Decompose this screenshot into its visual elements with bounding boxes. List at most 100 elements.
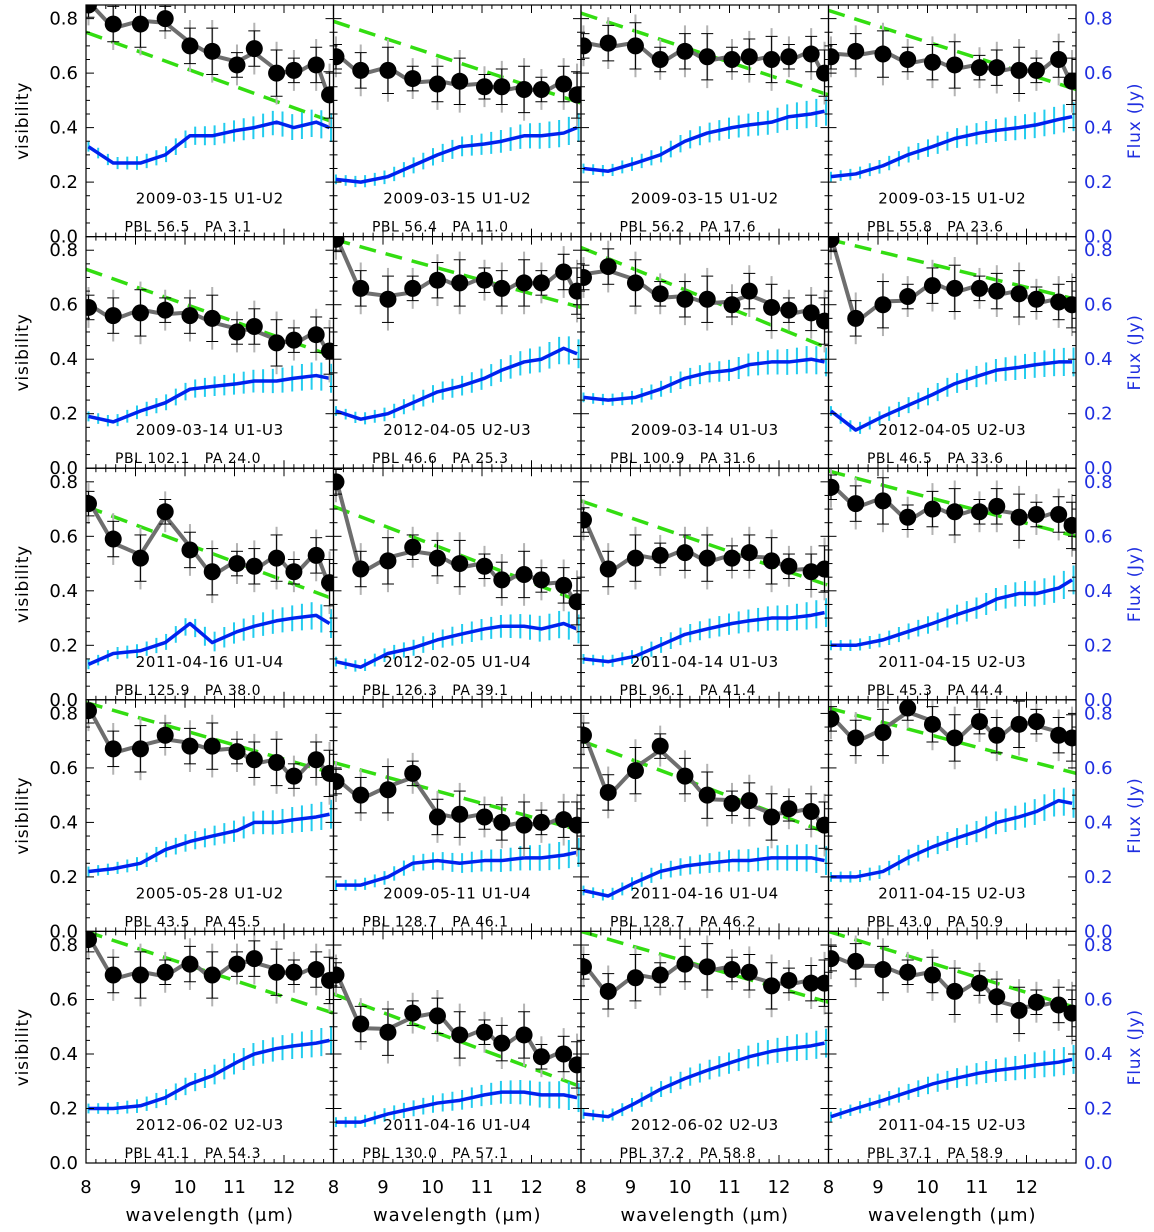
pa-label: PA 57.1 <box>452 1146 508 1162</box>
panel-12: 2011-04-15 U2-U3 PBL 45.3 PA 44.4 0.0 0.2 0.4… <box>827 467 1145 711</box>
y-tick-label-right: 0.0 <box>1084 1153 1113 1174</box>
pbl-label: PBL 102.1 <box>115 451 190 467</box>
visibility-point <box>379 552 397 570</box>
flux-line <box>830 1057 1073 1119</box>
visibility-point <box>268 334 286 352</box>
visibility-point <box>970 713 988 731</box>
visibility-point <box>1010 1001 1028 1019</box>
x-tick-label: 8 <box>823 1177 834 1198</box>
x-tick-label: 9 <box>872 1177 883 1198</box>
visibility-point <box>228 555 246 573</box>
visibility-point <box>923 966 941 984</box>
date-baseline-label: 2012-06-02 U2-U3 <box>136 1116 284 1134</box>
visibility-point <box>828 236 840 248</box>
panel-plot-area <box>333 954 581 1128</box>
visibility-point <box>581 958 592 976</box>
flux-line <box>88 373 330 424</box>
flux-line <box>87 613 331 666</box>
panel-plot-area <box>581 931 829 1122</box>
visibility-point <box>104 15 122 33</box>
visibility-point <box>676 42 694 60</box>
panel-plot-area <box>581 240 829 406</box>
y-tick-label-left: 0.8 <box>49 935 78 956</box>
date-baseline-label: 2009-03-15 U1-U2 <box>136 190 284 208</box>
panel-plot-area <box>581 499 829 667</box>
pbl-label: PBL 96.1 <box>619 683 684 699</box>
y-tick-label-right: 0.4 <box>1084 118 1113 139</box>
visibility-point <box>847 495 865 513</box>
pbl-label: PBL 55.8 <box>867 220 932 236</box>
visibility-point <box>379 61 397 79</box>
panel-plot-area <box>333 19 581 188</box>
pa-label: PA 38.0 <box>205 683 261 699</box>
y-tick-label-left: 0.8 <box>49 472 78 493</box>
visibility-point <box>245 40 263 58</box>
visibility-point <box>698 786 716 804</box>
dashed-fit-line <box>581 931 829 1004</box>
y-tick-label-right: 0.8 <box>1084 935 1113 956</box>
visibility-point <box>626 37 644 55</box>
y-tick-label-left: 0.0 <box>49 921 78 942</box>
visibility-point <box>379 1023 397 1041</box>
visibility-point <box>156 726 174 744</box>
panel-plot-area <box>86 931 334 1115</box>
visibility-point <box>268 963 286 981</box>
pbl-label: PBL 125.9 <box>115 683 190 699</box>
visibility-point <box>104 740 122 758</box>
visibility-point <box>1050 293 1068 311</box>
visibility-point <box>333 48 345 66</box>
visibility-point <box>946 982 964 1000</box>
y-axis-label-left: visibility <box>13 1008 33 1086</box>
flux-line <box>829 360 1073 432</box>
visibility-point <box>181 37 199 55</box>
x-tick-label: 8 <box>328 1177 339 1198</box>
visibility-point <box>581 511 592 529</box>
visibility-point <box>651 546 669 564</box>
y-tick-label-left: 0.4 <box>49 581 78 602</box>
visibility-point <box>515 565 533 583</box>
visibility-point <box>899 699 917 717</box>
visibility-point <box>816 816 829 834</box>
panel-17: 2012-06-02 U2-U3 PBL 41.1 PA 54.3 0.0 0.2 0.4… <box>13 930 335 1226</box>
visibility-point <box>307 56 325 74</box>
visibility-point <box>131 740 149 758</box>
y-tick-label-left: 0.2 <box>49 404 78 425</box>
dashed-fit-line <box>581 11 829 97</box>
visibility-point <box>228 955 246 973</box>
visibility-point <box>352 61 370 79</box>
flux-line <box>335 125 578 184</box>
y-axis-label-right: Flux (Jy) <box>1125 546 1145 622</box>
flux-line <box>335 850 578 887</box>
y-tick-label-right: 0.0 <box>1084 458 1113 479</box>
y-tick-label-left: 0.4 <box>49 118 78 139</box>
visibility-point <box>285 963 303 981</box>
dashed-fit-line <box>86 700 334 776</box>
y-tick-label-left: 0.4 <box>49 349 78 370</box>
visibility-point <box>451 555 469 573</box>
y-tick-label-left: 0.4 <box>49 1044 78 1065</box>
visibility-point <box>763 552 781 570</box>
visibility-point <box>307 961 325 979</box>
pa-label: PA 11.0 <box>452 220 508 236</box>
pbl-label: PBL 45.3 <box>867 683 932 699</box>
y-tick-label-left: 0.2 <box>49 1099 78 1120</box>
visibility-point <box>651 285 669 303</box>
y-tick-label-right: 0.2 <box>1084 867 1113 888</box>
visibility-point <box>802 563 820 581</box>
x-tick-label: 11 <box>471 1177 494 1198</box>
y-tick-label-right: 0.4 <box>1084 812 1113 833</box>
y-tick-label-right: 0.6 <box>1084 990 1113 1011</box>
y-tick-label-left: 0.2 <box>49 867 78 888</box>
date-baseline-label: 2009-03-15 U1-U2 <box>878 190 1026 208</box>
visibility-point <box>1010 61 1028 79</box>
date-baseline-label: 2011-04-16 U1-U4 <box>136 653 284 671</box>
dashed-fit-line <box>581 739 829 835</box>
visibility-point <box>228 323 246 341</box>
y-tick-label-left: 0.8 <box>49 240 78 261</box>
visibility-point <box>475 1023 493 1041</box>
x-tick-label: 12 <box>768 1177 791 1198</box>
y-axis-label-right: Flux (Jy) <box>1125 314 1145 390</box>
visibility-point <box>698 48 716 66</box>
pa-label: PA 24.0 <box>205 451 261 467</box>
dashed-fit-line <box>86 30 334 124</box>
